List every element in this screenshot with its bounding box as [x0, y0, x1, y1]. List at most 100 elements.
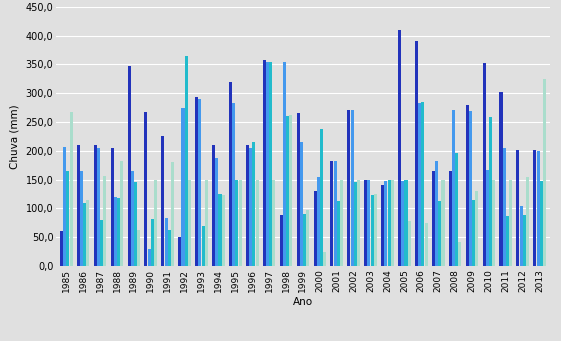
Bar [154, 180, 157, 266]
Bar [442, 180, 444, 266]
Bar [523, 215, 526, 266]
Bar [340, 180, 343, 266]
Bar [80, 171, 83, 266]
Bar [229, 82, 232, 266]
Bar [77, 145, 80, 266]
Bar [236, 180, 238, 266]
Bar [323, 252, 326, 266]
Bar [364, 180, 367, 266]
Bar [384, 181, 388, 266]
Y-axis label: Chuva (mm): Chuva (mm) [10, 104, 20, 169]
Bar [455, 152, 458, 266]
Bar [330, 161, 333, 266]
Bar [449, 171, 452, 266]
Bar [388, 180, 390, 266]
Bar [255, 180, 259, 266]
Bar [482, 63, 486, 266]
Bar [131, 171, 134, 266]
Bar [519, 206, 523, 266]
Bar [246, 145, 249, 266]
Bar [94, 145, 96, 266]
Bar [374, 194, 377, 266]
Bar [543, 79, 546, 266]
Bar [354, 182, 357, 266]
X-axis label: Ano: Ano [293, 297, 313, 307]
Bar [212, 145, 215, 266]
Bar [404, 180, 407, 266]
Bar [317, 177, 320, 266]
Bar [103, 176, 107, 266]
Bar [181, 108, 185, 266]
Bar [86, 200, 90, 266]
Bar [83, 203, 86, 266]
Bar [120, 161, 123, 266]
Bar [164, 218, 168, 266]
Bar [408, 221, 411, 266]
Bar [286, 116, 289, 266]
Bar [357, 180, 360, 266]
Bar [188, 180, 191, 266]
Bar [134, 182, 137, 266]
Bar [151, 219, 154, 266]
Bar [205, 180, 208, 266]
Bar [314, 191, 316, 266]
Bar [475, 191, 479, 266]
Bar [303, 214, 306, 266]
Bar [100, 220, 103, 266]
Bar [391, 180, 394, 266]
Bar [435, 161, 438, 266]
Bar [452, 110, 455, 266]
Bar [185, 56, 188, 266]
Bar [60, 232, 63, 266]
Bar [162, 136, 164, 266]
Bar [195, 97, 198, 266]
Bar [415, 41, 418, 266]
Bar [337, 201, 340, 266]
Bar [347, 110, 351, 266]
Bar [201, 226, 205, 266]
Bar [232, 103, 235, 266]
Bar [144, 112, 148, 266]
Bar [438, 202, 442, 266]
Bar [398, 30, 401, 266]
Bar [306, 210, 309, 266]
Bar [297, 113, 300, 266]
Bar [534, 150, 536, 266]
Bar [418, 103, 421, 266]
Bar [70, 112, 72, 266]
Bar [425, 223, 427, 266]
Bar [334, 161, 337, 266]
Bar [273, 180, 275, 266]
Bar [367, 180, 370, 266]
Bar [489, 117, 492, 266]
Bar [222, 195, 225, 266]
Bar [486, 170, 489, 266]
Bar [66, 171, 70, 266]
Bar [289, 115, 292, 266]
Bar [492, 180, 495, 266]
Bar [97, 148, 100, 266]
Bar [371, 195, 374, 266]
Bar [252, 142, 255, 266]
Bar [215, 158, 218, 266]
Bar [111, 148, 114, 266]
Bar [320, 130, 323, 266]
Bar [540, 181, 542, 266]
Bar [466, 105, 468, 266]
Bar [178, 237, 181, 266]
Bar [117, 198, 120, 266]
Bar [266, 61, 269, 266]
Bar [218, 194, 222, 266]
Bar [506, 216, 509, 266]
Bar [526, 177, 529, 266]
Bar [458, 242, 462, 266]
Bar [63, 147, 66, 266]
Bar [137, 230, 140, 266]
Bar [280, 215, 283, 266]
Bar [472, 200, 475, 266]
Bar [283, 61, 286, 266]
Bar [238, 180, 242, 266]
Bar [263, 60, 266, 266]
Bar [269, 61, 272, 266]
Bar [421, 102, 425, 266]
